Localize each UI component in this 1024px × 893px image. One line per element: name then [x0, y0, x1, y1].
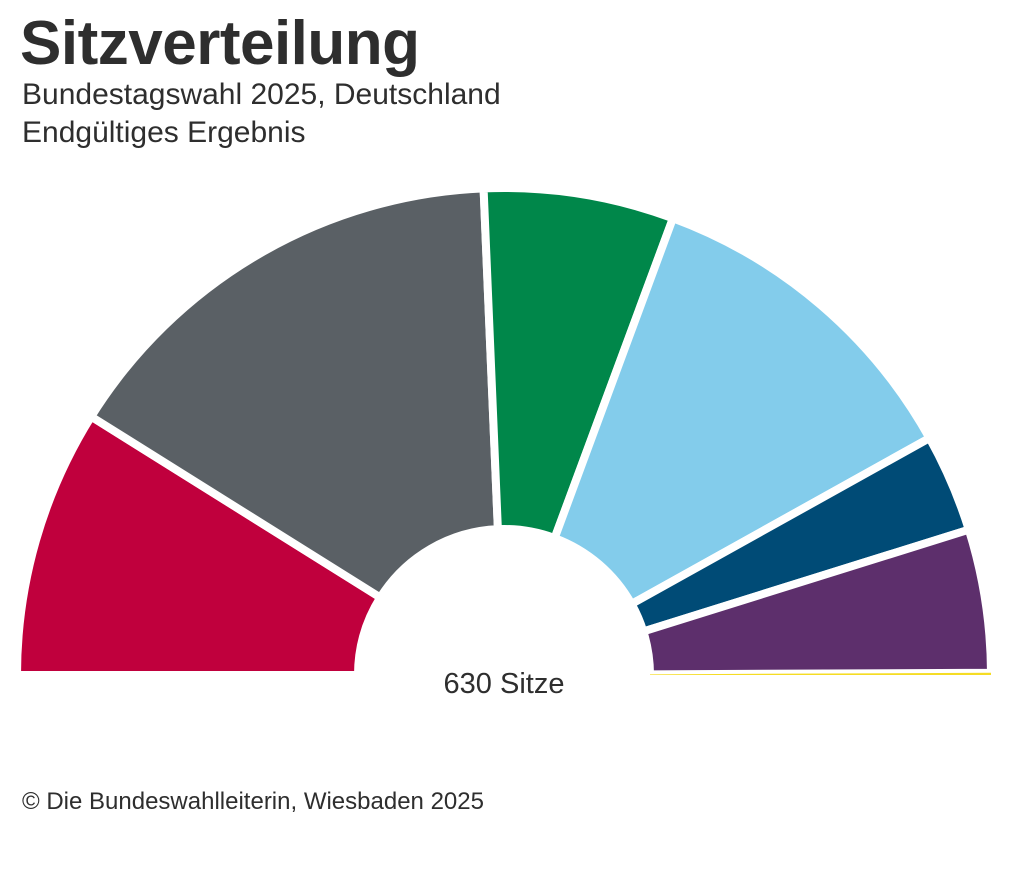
seat-segment-4 — [549, 213, 935, 610]
seat-segment-1 — [12, 411, 386, 679]
subtitle-election: Bundestagswahl 2025, Deutschland — [22, 78, 501, 111]
seat-segment-7 — [649, 672, 991, 675]
seat-segments — [12, 184, 996, 679]
seat-segment-2 — [85, 184, 503, 604]
seat-segment-6 — [638, 524, 996, 679]
page-title: Sitzverteilung — [20, 9, 420, 78]
copyright-credit: © Die Bundeswahlleiterin, Wiesbaden 2025 — [22, 788, 484, 815]
total-seats-label: 630 Sitze — [444, 668, 565, 700]
subtitle-result-status: Endgültiges Ergebnis — [22, 116, 306, 149]
seat-segment-3 — [479, 184, 679, 544]
